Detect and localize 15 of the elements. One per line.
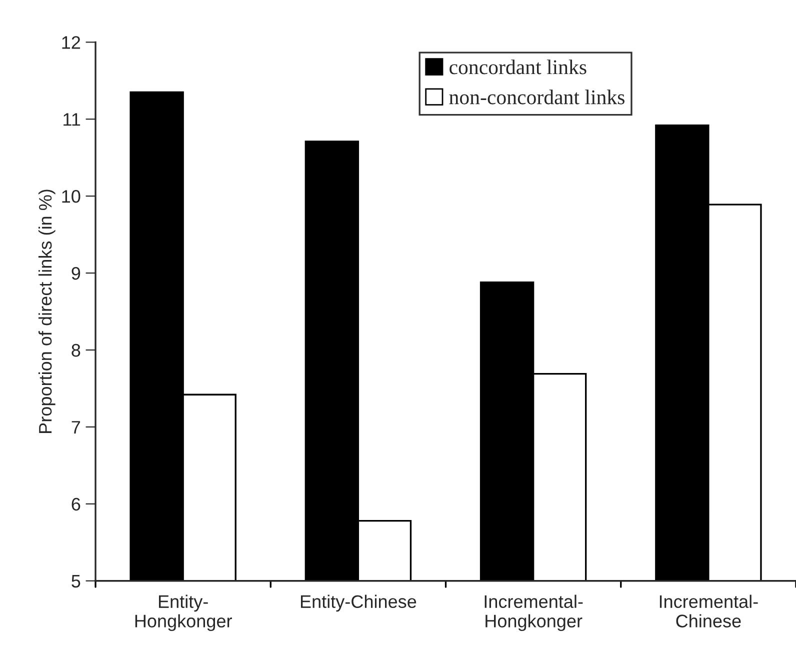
- y-tick-label: 5: [72, 574, 80, 588]
- y-axis-title: Proportion of direct links (in %): [38, 190, 56, 433]
- x-tick-label: Entity-Chinese: [300, 594, 416, 612]
- y-tick-label: 7: [72, 421, 80, 434]
- y-tick-label: 11: [64, 113, 80, 126]
- y-tick-label: 10: [62, 190, 80, 203]
- y-tick-label: 12: [62, 36, 80, 49]
- x-tick-label: Incremental- Chinese: [660, 594, 758, 628]
- legend-label: non-concordant links: [449, 90, 624, 104]
- y-tick-label: 9: [72, 266, 80, 280]
- x-tick-label: Incremental- Hongkonger: [484, 594, 583, 632]
- y-tick-label: 6: [72, 498, 80, 511]
- x-tick-label: Entity- Hongkonger: [135, 594, 232, 632]
- legend-label: concordant links: [450, 60, 586, 74]
- y-tick-label: 8: [72, 344, 80, 357]
